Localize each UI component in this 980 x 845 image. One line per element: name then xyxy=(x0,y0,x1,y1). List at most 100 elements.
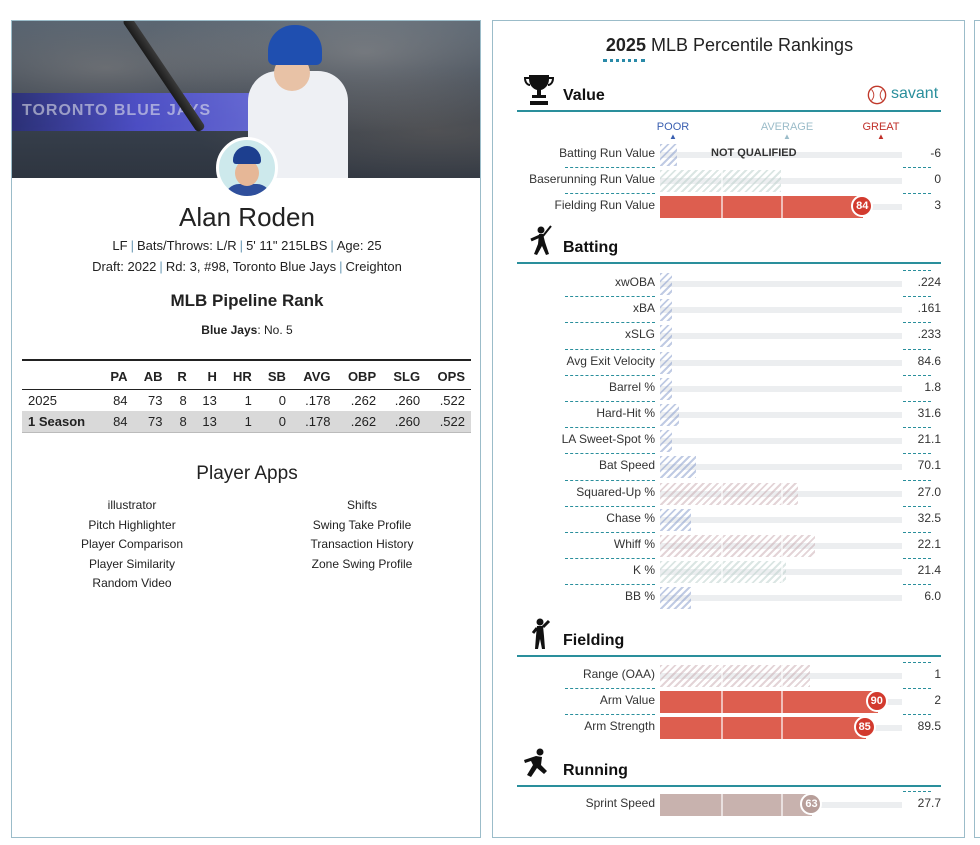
metric-label-arm-strength[interactable]: Arm Strength xyxy=(584,719,655,733)
bar-tick xyxy=(781,665,783,687)
bar-tick xyxy=(720,482,723,505)
stats-header[interactable]: SLG xyxy=(382,359,427,390)
percentile-bar-chase[interactable] xyxy=(660,508,692,531)
percentile-bar-xslg[interactable] xyxy=(660,325,672,348)
metric-label-sprint-speed[interactable]: Sprint Speed xyxy=(585,796,655,810)
stats-header[interactable]: PA xyxy=(100,359,134,390)
stats-header[interactable]: OPS xyxy=(426,359,471,390)
table-cell: 1 xyxy=(244,393,252,408)
row-divider xyxy=(565,427,655,429)
percentile-bar-avg-exit-velocity[interactable] xyxy=(660,351,672,374)
metric-label-bb[interactable]: BB % xyxy=(624,589,655,604)
bio-line-1: LF | Bats/Throws: L/R | 5' 11" 215LBS | Age: 2… xyxy=(12,238,480,253)
metric-label-barrel[interactable]: Barrel % xyxy=(608,379,655,394)
stats-header[interactable]: HR xyxy=(222,359,258,390)
helmet xyxy=(268,25,322,65)
app-link-shifts[interactable]: Shifts xyxy=(346,498,377,512)
section-divider xyxy=(517,262,941,264)
stats-header[interactable]: AVG xyxy=(291,359,337,390)
stats-header[interactable]: SB xyxy=(257,359,292,390)
stats-header[interactable]: OBP xyxy=(336,359,383,390)
percentile-bar-sprint-speed[interactable] xyxy=(660,794,813,816)
metric-label-whiff[interactable]: Whiff % xyxy=(613,537,655,551)
metric-value-bb: 6.0 xyxy=(924,589,941,604)
player-figure xyxy=(248,25,348,178)
percentile-bar-xba[interactable] xyxy=(660,299,672,322)
metric-label-hard-hit[interactable]: Hard-Hit % xyxy=(596,406,655,420)
app-link-transaction-history[interactable]: Transaction History xyxy=(310,537,414,551)
avatar-shirt xyxy=(225,184,271,196)
percentile-bar-baserunning-run-value[interactable] xyxy=(660,170,781,192)
rankings-title: 2025 MLB Percentile Rankings xyxy=(493,35,964,56)
metric-label-xba[interactable]: xBA xyxy=(632,301,655,316)
metric-label-bat-speed[interactable]: Bat Speed xyxy=(598,458,655,473)
metric-value-sprint-speed: 27.7 xyxy=(917,796,941,810)
app-link-player-comparison[interactable]: Player Comparison xyxy=(80,537,184,551)
baseball-icon xyxy=(867,85,887,105)
bio-line-2: Draft: 2022 | Rd: 3, #98, Toronto Blue Jay… xyxy=(12,259,480,274)
percentile-bar-fielding-run-value[interactable] xyxy=(660,196,864,218)
metric-label-xslg[interactable]: xSLG xyxy=(624,327,655,342)
app-link-illustrator[interactable]: illustrator xyxy=(107,498,157,512)
percentile-bar-la-sweet-spot[interactable] xyxy=(660,430,672,453)
bar-tick xyxy=(720,561,723,584)
bar-tick xyxy=(720,794,723,816)
row-divider xyxy=(565,348,655,350)
percentile-bar-arm-value[interactable] xyxy=(660,691,878,713)
avatar xyxy=(216,137,278,199)
metric-label-k[interactable]: K % xyxy=(632,563,655,578)
percentile-rankings-card: 2025 MLB Percentile Rankings Value Battin… xyxy=(492,20,965,838)
metric-label-arm-value[interactable]: Arm Value xyxy=(599,693,655,707)
percentile-bar-hard-hit[interactable] xyxy=(660,404,680,426)
metric-label-baserunning-run-value[interactable]: Baserunning Run Value xyxy=(529,172,655,186)
metric-label-batting-run-value[interactable]: Batting Run Value xyxy=(559,146,655,160)
app-link-player-similarity[interactable]: Player Similarity xyxy=(88,556,175,571)
app-link-zone-swing-profile[interactable]: Zone Swing Profile xyxy=(311,556,413,571)
percentile-bar-batting-run-value[interactable] xyxy=(660,144,677,166)
percentile-track xyxy=(660,438,902,445)
percentile-track xyxy=(660,516,902,523)
metric-label-squared-up[interactable]: Squared-Up % xyxy=(576,484,655,499)
percentile-bar-arm-strength[interactable] xyxy=(660,717,866,739)
trophy-icon xyxy=(523,72,555,106)
savant-logo-text[interactable]: savant xyxy=(891,85,939,102)
table-cell: 1 xyxy=(222,411,258,433)
metric-label-avg-exit-velocity[interactable]: Avg Exit Velocity xyxy=(566,353,656,368)
metric-label-range-oaa[interactable]: Range (OAA) xyxy=(582,667,655,681)
pipeline-rank-value: : No. 5 xyxy=(257,323,293,337)
metric-label-fielding-run-value[interactable]: Fielding Run Value xyxy=(554,198,655,212)
percentile-bar-xwoba[interactable] xyxy=(660,273,672,295)
percentile-bar-range-oaa[interactable] xyxy=(660,665,811,687)
pipeline-title: MLB Pipeline Rank xyxy=(170,291,324,310)
metric-label-la-sweet-spot[interactable]: LA Sweet-Spot % xyxy=(561,432,655,447)
stats-header[interactable]: H xyxy=(192,359,223,390)
table-cell: 8 xyxy=(179,393,187,408)
app-link-random-video[interactable]: Random Video xyxy=(92,576,172,590)
metric-value-whiff: 22.1 xyxy=(917,537,941,551)
percentile-bar-k[interactable] xyxy=(660,561,786,584)
row-divider xyxy=(565,688,655,689)
row-divider xyxy=(565,193,655,194)
row-divider xyxy=(565,505,655,507)
metric-label-xwoba[interactable]: xwOBA xyxy=(614,275,655,289)
stats-header[interactable]: R xyxy=(168,359,193,390)
metric-value-bat-speed: 70.1 xyxy=(917,458,941,473)
bar-tick xyxy=(720,535,723,557)
metric-label-chase[interactable]: Chase % xyxy=(606,510,655,525)
percentile-bar-squared-up[interactable] xyxy=(660,482,798,505)
legend-great: GREAT ▲ xyxy=(859,121,903,141)
percentile-bar-whiff[interactable] xyxy=(660,535,815,557)
table-cell: .522 xyxy=(426,411,471,433)
metric-value-arm-value: 2 xyxy=(934,693,941,707)
percentile-bar-barrel[interactable] xyxy=(660,377,672,400)
stadium-banner: TORONTO BLUE JAYS xyxy=(12,93,262,131)
value-divider xyxy=(903,348,931,350)
percentile-bar-bat-speed[interactable] xyxy=(660,456,697,479)
percentile-bar-bb[interactable] xyxy=(660,587,692,610)
app-link-pitch-highlighter[interactable]: Pitch Highlighter xyxy=(88,517,176,532)
value-divider xyxy=(903,662,931,663)
app-link-swing-take-profile[interactable]: Swing Take Profile xyxy=(312,517,412,532)
section-divider xyxy=(517,655,941,657)
stats-header[interactable]: AB xyxy=(133,359,169,390)
bar-tick xyxy=(781,717,783,739)
